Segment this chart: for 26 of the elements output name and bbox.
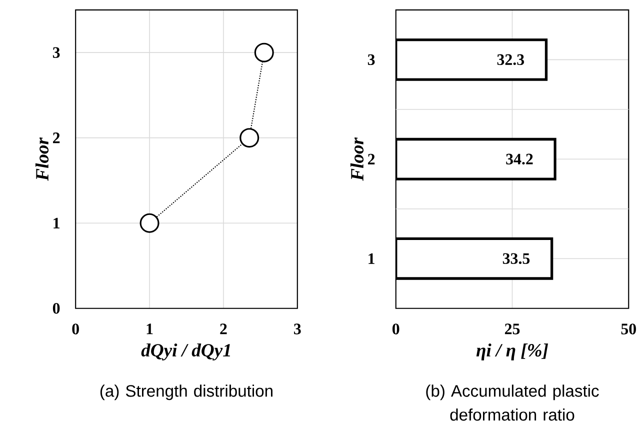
x-axis-title: ηi / η [%] (476, 344, 548, 361)
y-tick-label: 2 (368, 154, 375, 165)
point (254, 43, 274, 63)
y-tick-label: 1 (368, 254, 374, 264)
point (240, 128, 260, 148)
data-label: 32.3 (497, 54, 524, 66)
x-tick-label: 0 (392, 324, 400, 335)
x-tick-label: 0 (72, 324, 79, 335)
text: (a) Strength distribution (100, 384, 272, 400)
y-axis-title: Floor (35, 138, 49, 182)
x-tick-label: 1 (146, 324, 153, 334)
y-tick-label: 3 (368, 54, 375, 66)
point (140, 214, 160, 234)
x-tick-label: 50 (621, 324, 636, 335)
text: (b) Accumulated plastic deformation ratio (426, 384, 599, 421)
y-tick-label: 2 (53, 132, 60, 144)
x-tick-label: 2 (220, 324, 227, 334)
y-tick-label: 3 (52, 47, 60, 58)
y-axis-title: Floor (350, 138, 364, 182)
data-label: 33.5 (502, 253, 530, 264)
x-tick-label: 25 (504, 324, 520, 335)
y-tick-label: 1 (54, 218, 60, 229)
data-label: 34.2 (506, 154, 533, 165)
y-tick-label: 0 (52, 303, 60, 314)
x-axis-title: dQyi / dQy1 (141, 344, 230, 361)
x-tick-label: 3 (294, 324, 301, 335)
